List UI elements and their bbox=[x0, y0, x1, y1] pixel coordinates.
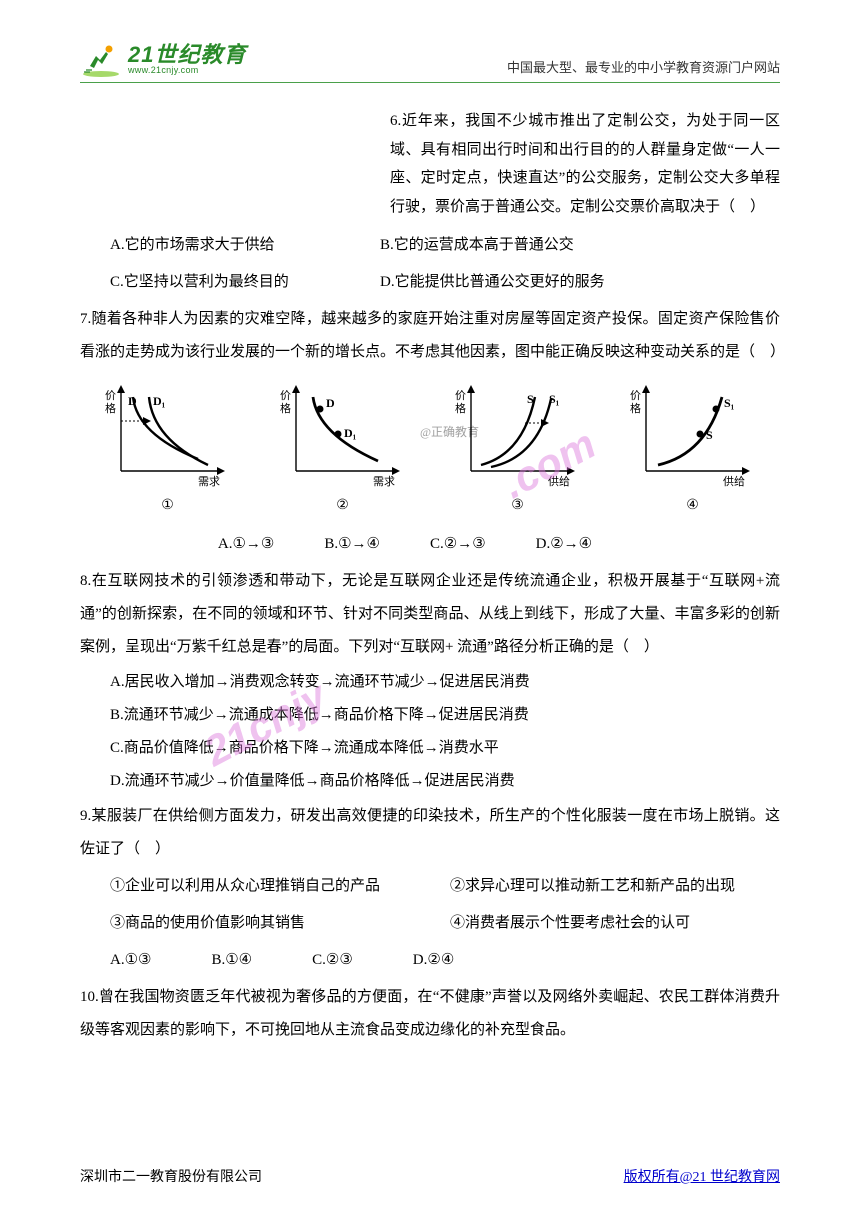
q7-chart-3: S S₁ 价 格 供给 ③ bbox=[453, 379, 583, 522]
q9-s4: ④消费者展示个性要考虑社会的认可 bbox=[450, 907, 690, 940]
svg-text:D₁: D₁ bbox=[344, 426, 357, 440]
q7-opt-d: D.②→④ bbox=[536, 528, 592, 561]
svg-text:需求: 需求 bbox=[198, 475, 220, 488]
logo: 21世纪教育 www.21cnjy.com bbox=[80, 40, 246, 78]
q6-intro: 6.近年来，我国不少城市推出了定制公交，为处于同一区域、具有相同出行时间和出行目… bbox=[390, 107, 780, 221]
content-body: 6.近年来，我国不少城市推出了定制公交，为处于同一区域、具有相同出行时间和出行目… bbox=[80, 107, 780, 1047]
svg-text:D: D bbox=[326, 396, 335, 410]
logo-title: 21世纪教育 bbox=[128, 44, 246, 66]
q9-s2: ②求异心理可以推动新工艺和新产品的出现 bbox=[450, 870, 735, 903]
q6-opt-b: B.它的运营成本高于普通公交 bbox=[380, 229, 650, 262]
footer-company: 深圳市二一教育股份有限公司 bbox=[80, 1166, 262, 1186]
q9-options: A.①③ B.①④ C.②③ D.②④ bbox=[110, 944, 780, 977]
svg-text:格: 格 bbox=[455, 401, 466, 415]
q6-options-row2: C.它坚持以营利为最终目的 D.它能提供比普通公交更好的服务 bbox=[110, 266, 780, 299]
svg-text:D: D bbox=[128, 394, 137, 408]
svg-text:S: S bbox=[706, 428, 713, 442]
q8-opt-b: B.流通环节减少→流通成本降低→商品价格下降→促进居民消费 bbox=[110, 699, 780, 732]
q9-opt-c: C.②③ bbox=[312, 944, 353, 977]
q9-opt-a: A.①③ bbox=[110, 944, 151, 977]
footer-copyright[interactable]: 版权所有@21 世纪教育网 bbox=[624, 1166, 780, 1186]
q8-intro: 8.在互联网技术的引领渗透和带动下，无论是互联网企业还是传统流通企业，积极开展基… bbox=[80, 565, 780, 664]
q6-options-row1: A.它的市场需求大于供给 B.它的运营成本高于普通公交 bbox=[110, 229, 780, 262]
svg-text:供给: 供给 bbox=[723, 474, 745, 488]
q7-options: A.①→③ B.①→④ C.②→③ D.②→④ bbox=[80, 528, 780, 561]
q6-opt-c: C.它坚持以营利为最终目的 bbox=[110, 266, 380, 299]
page-footer: 深圳市二一教育股份有限公司 版权所有@21 世纪教育网 bbox=[80, 1166, 780, 1186]
logo-url: www.21cnjy.com bbox=[128, 66, 246, 75]
svg-text:格: 格 bbox=[280, 401, 291, 415]
svg-text:S: S bbox=[527, 392, 534, 406]
q8-opt-a: A.居民收入增加→消费观念转变→流通环节减少→促进居民消费 bbox=[110, 666, 780, 699]
q7-chart-4: S₁ S 价 格 供给 ④ bbox=[628, 379, 758, 522]
q9-s1: ①企业可以利用从众心理推销自己的产品 bbox=[110, 870, 410, 903]
svg-text:需求: 需求 bbox=[373, 475, 395, 488]
q9-stmts-2: ③商品的使用价值影响其销售 ④消费者展示个性要考虑社会的认可 bbox=[110, 907, 780, 940]
chart-num-4: ④ bbox=[628, 491, 758, 522]
chart-num-3: ③ bbox=[453, 491, 583, 522]
svg-text:价: 价 bbox=[280, 389, 291, 402]
q9-opt-d: D.②④ bbox=[413, 944, 454, 977]
svg-text:格: 格 bbox=[630, 401, 641, 415]
q9-opt-b: B.①④ bbox=[211, 944, 252, 977]
q7-charts: @正确教育 D D₁ 价 格 需求 ① bbox=[80, 379, 780, 522]
svg-text:价: 价 bbox=[630, 389, 641, 402]
chart-num-2: ② bbox=[278, 491, 408, 522]
q8-opt-d: D.流通环节减少→价值量降低→商品价格降低→促进居民消费 bbox=[110, 765, 780, 798]
q9-intro: 9.某服装厂在供给侧方面发力，研发出高效便捷的印染技术，所生产的个性化服装一度在… bbox=[80, 800, 780, 866]
q6-opt-a: A.它的市场需求大于供给 bbox=[110, 229, 380, 262]
q10-intro: 10.曾在我国物资匮乏年代被视为奢侈品的方便面，在“不健康”声誉以及网络外卖崛起… bbox=[80, 981, 780, 1047]
q7-opt-c: C.②→③ bbox=[430, 528, 486, 561]
q9-stmts-1: ①企业可以利用从众心理推销自己的产品 ②求异心理可以推动新工艺和新产品的出现 bbox=[110, 870, 780, 903]
q7-chart-1: D D₁ 价 格 需求 ① bbox=[103, 379, 233, 522]
chart-num-1: ① bbox=[103, 491, 233, 522]
page-header: 21世纪教育 www.21cnjy.com 中国最大型、最专业的中小学教育资源门… bbox=[80, 40, 780, 83]
q7-intro: 7.随着各种非人为因素的灾难空降，越来越多的家庭开始注重对房屋等固定资产投保。固… bbox=[80, 303, 780, 369]
q8-opt-c: C.商品价值降低→商品价格下降→流通成本降低→消费水平 bbox=[110, 732, 780, 765]
svg-text:S₁: S₁ bbox=[724, 396, 735, 410]
runner-icon bbox=[80, 40, 122, 78]
svg-text:价: 价 bbox=[455, 389, 466, 402]
q7-opt-b: B.①→④ bbox=[324, 528, 380, 561]
svg-text:价: 价 bbox=[105, 389, 116, 402]
header-tagline: 中国最大型、最专业的中小学教育资源门户网站 bbox=[246, 57, 780, 78]
q6-opt-d: D.它能提供比普通公交更好的服务 bbox=[380, 266, 650, 299]
svg-text:供给: 供给 bbox=[548, 474, 570, 488]
q9-s3: ③商品的使用价值影响其销售 bbox=[110, 907, 410, 940]
svg-text:D₁: D₁ bbox=[153, 394, 166, 408]
svg-text:格: 格 bbox=[105, 401, 116, 415]
q7-opt-a: A.①→③ bbox=[218, 528, 274, 561]
q7-chart-2: D D₁ 价 格 需求 ② bbox=[278, 379, 408, 522]
svg-text:S₁: S₁ bbox=[549, 392, 560, 406]
